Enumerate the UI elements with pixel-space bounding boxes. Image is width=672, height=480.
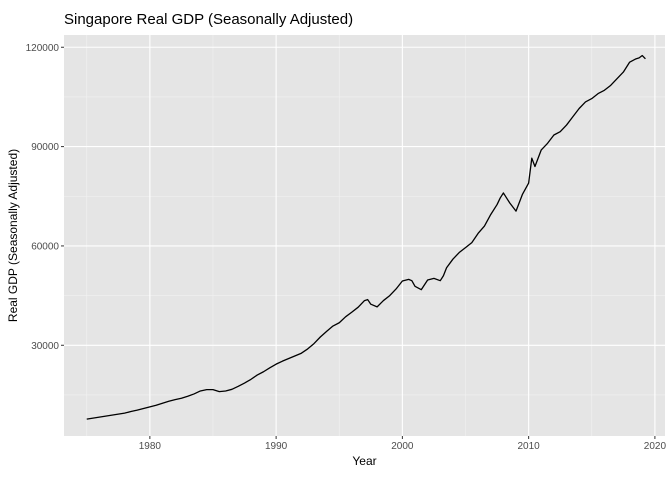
minor-gridlines — [64, 35, 665, 436]
major-gridlines — [64, 35, 665, 436]
x-tick-label: 2000 — [391, 441, 414, 452]
y-tick-label: 60000 — [31, 241, 59, 252]
x-tick-label: 2020 — [644, 441, 667, 452]
y-tick-label: 120000 — [26, 43, 60, 54]
x-axis-ticks: 1980 1990 2000 2010 2020 — [139, 436, 667, 452]
y-axis-title: Real GDP (Seasonally Adjusted) — [6, 149, 20, 322]
chart-title: Singapore Real GDP (Seasonally Adjusted) — [64, 11, 353, 28]
x-axis-title: Year — [352, 454, 376, 468]
x-tick-label: 1990 — [265, 441, 288, 452]
x-tick-label: 1980 — [139, 441, 162, 452]
y-axis-ticks: 30000 60000 90000 120000 — [26, 43, 64, 352]
plot-panel — [64, 35, 665, 436]
y-tick-label: 30000 — [31, 341, 59, 352]
gdp-line — [86, 54, 646, 420]
x-tick-label: 2010 — [518, 441, 541, 452]
y-tick-label: 90000 — [31, 142, 59, 153]
